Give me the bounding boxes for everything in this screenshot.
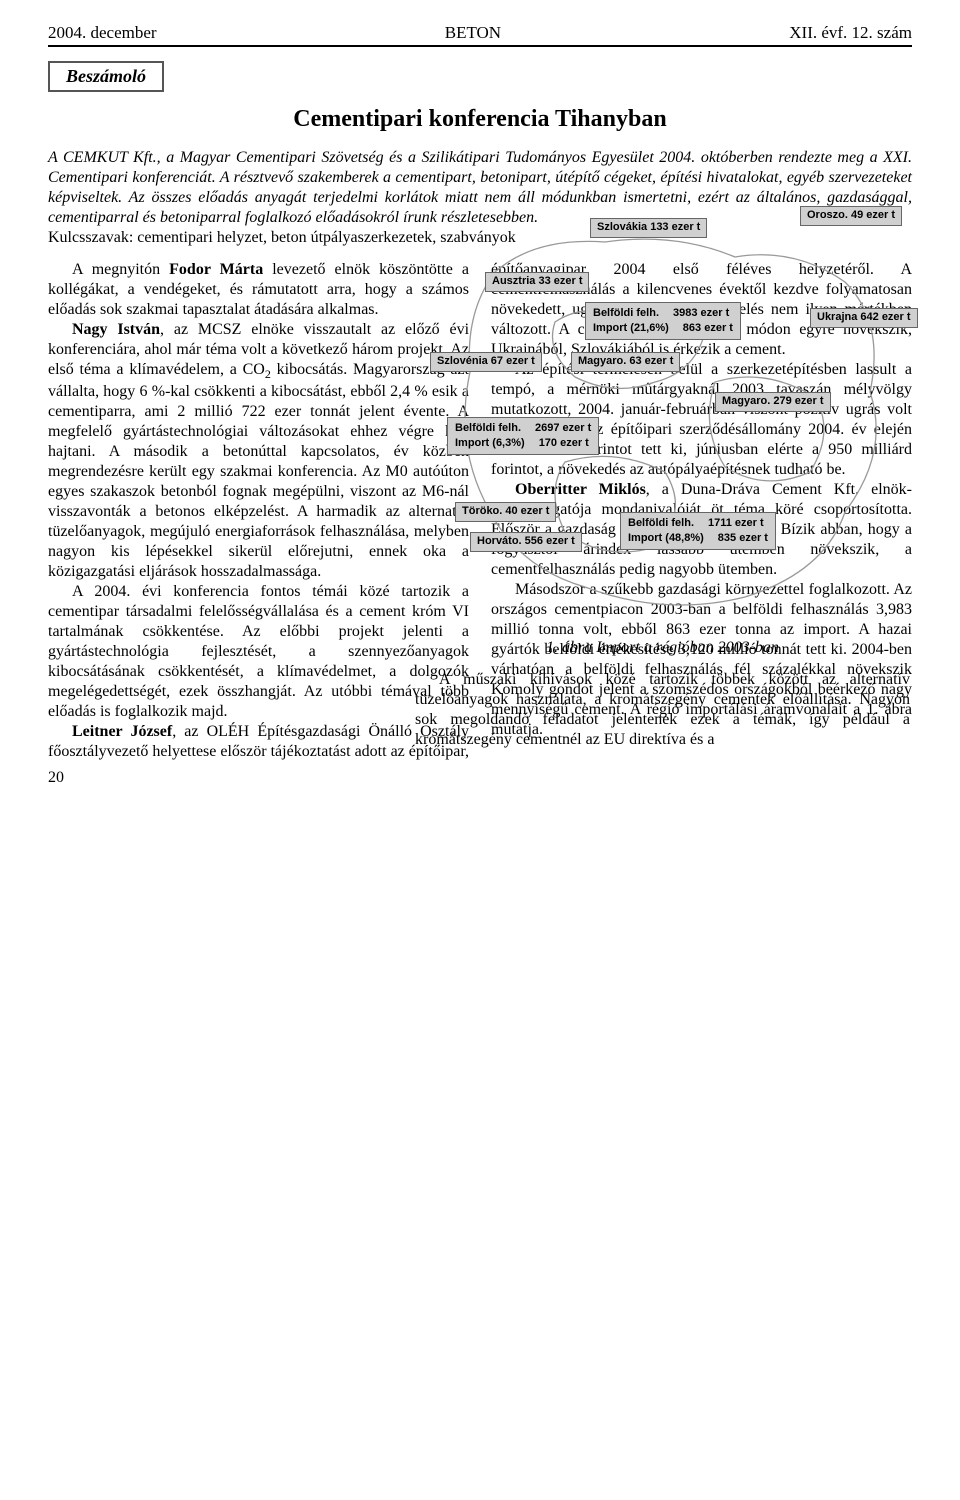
map-label-turkey: Töröko. 40 ezer t [455,502,556,522]
map-label-ukraine: Ukrajna 642 ezer t [810,308,918,328]
map-label-slovakia: Szlovákia 133 ezer t [590,218,707,238]
header-issue: XII. évf. 12. szám [789,22,912,43]
map-box-slovenia: Belföldi felh.2697 ezer t Import (6,3%)1… [447,417,599,455]
map-label-austria: Ausztria 33 ezer t [485,272,589,292]
article-title: Cementipari konferencia Tihanyban [48,104,912,134]
map-figure: Szlovákia 133 ezer t Ausztria 33 ezer t … [415,202,910,632]
header-date: 2004. december [48,22,157,43]
after-map-p1: A műszaki kihívások közé tartozik többek… [415,670,910,750]
map-box-hungary: Belföldi felh.3983 ezer t Import (21,6%)… [585,302,741,340]
page-number: 20 [48,768,912,788]
section-label: Beszámoló [48,61,164,92]
map-label-hungary-large: Magyaro. 279 ezer t [715,392,831,412]
map-caption: 1. ábra Import a régióban 2003-ban [415,638,910,658]
page-header: 2004. december BETON XII. évf. 12. szám [48,22,912,43]
map-label-hungary-small: Magyaro. 63 ezer t [571,352,680,372]
map-box-romania: Belföldi felh.1711 ezer t Import (48,8%)… [620,512,776,550]
header-divider [48,45,912,47]
map-label-slovenia: Szlovénia 67 ezer t [430,352,542,372]
after-map-text: A műszaki kihívások közé tartozik többek… [415,670,910,750]
map-label-croatia: Horváto. 556 ezer t [470,532,582,552]
map-label-oroszo: Oroszo. 49 ezer t [800,206,902,226]
header-title: BETON [445,22,501,43]
